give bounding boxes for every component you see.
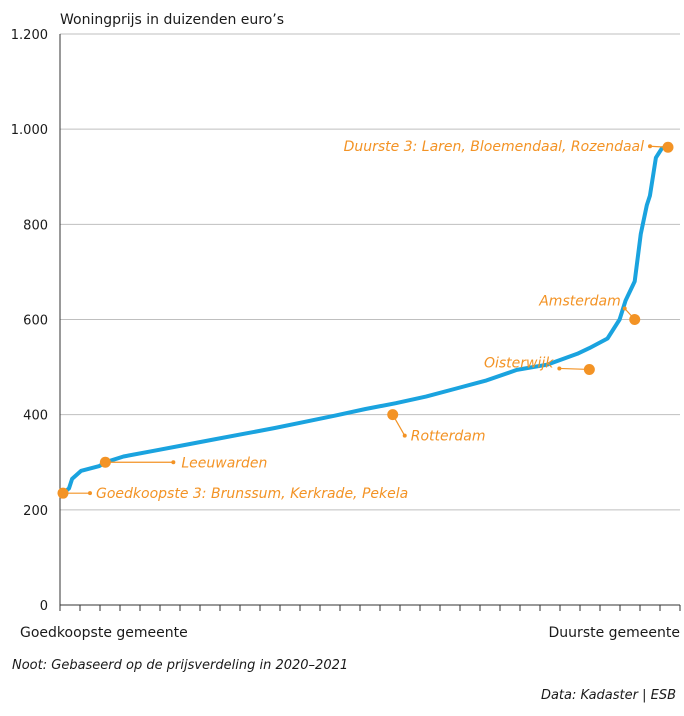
y-tick-label: 0: [40, 599, 48, 614]
callout-end-dot: [622, 306, 627, 311]
gridlines: [60, 33, 680, 511]
y-tick-label: 600: [23, 314, 48, 329]
highlight-markers: Goedkoopste 3: Brunssum, Kerkrade, Pekel…: [57, 139, 674, 502]
y-tick-label: 800: [23, 218, 48, 233]
highlight-label: Goedkoopste 3: Brunssum, Kerkrade, Pekel…: [96, 486, 408, 502]
highlight-label: Amsterdam: [538, 294, 620, 310]
callout-end-dot: [88, 491, 92, 496]
y-axis-title: Woningprijs in duizenden euro’s: [60, 12, 284, 28]
callout-end-dot: [557, 366, 562, 371]
x-label-cheapest: Goedkoopste gemeente: [20, 625, 188, 641]
highlight-label: Duurste 3: Laren, Bloemendaal, Rozendaal: [344, 139, 645, 155]
y-tick-label: 1.000: [11, 123, 48, 138]
callout-line: [559, 367, 590, 371]
callout-line: [624, 308, 636, 320]
highlight-label: Leeuwarden: [181, 455, 267, 471]
price-curve-line: [61, 145, 670, 496]
callout-end-dot: [648, 144, 652, 149]
y-tick-labels: 0 200 400 600 800 1.000 1.200: [11, 28, 48, 614]
y-tick-label: 400: [23, 409, 48, 424]
callout-line: [392, 414, 406, 436]
x-axis-ticks: [59, 605, 681, 611]
chart-source: Data: Kadaster | ESB: [540, 688, 676, 703]
highlight-label: Rotterdam: [411, 429, 486, 445]
callout-end-dot: [171, 460, 176, 465]
y-tick-label: 200: [23, 504, 48, 519]
highlight-label: Oisterwijk: [484, 355, 554, 371]
callout-end-dot: [402, 433, 407, 438]
x-label-most-expensive: Duurste gemeente: [549, 625, 680, 641]
chart-note: Noot: Gebaseerd op de prijsverdeling in …: [12, 658, 349, 673]
y-tick-label: 1.200: [11, 28, 48, 43]
callout-line: [649, 145, 669, 148]
